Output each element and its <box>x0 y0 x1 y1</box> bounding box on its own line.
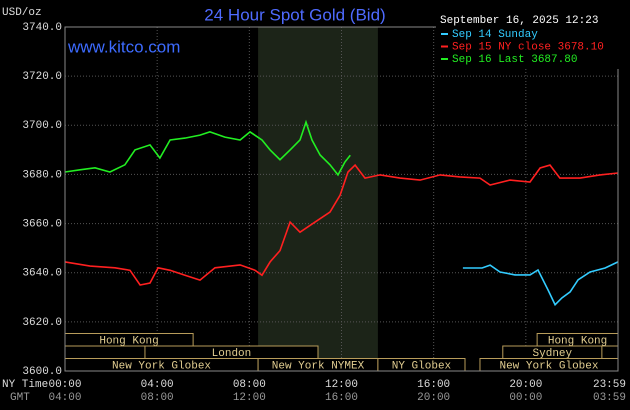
y-tick-label: 3740.0 <box>22 22 62 34</box>
y-tick-label: 3720.0 <box>22 71 62 83</box>
y-axis-label: USD/oz <box>2 7 42 19</box>
x-tick-label: 08:00 <box>233 379 266 391</box>
session-label: London <box>212 348 252 360</box>
series-line <box>64 119 351 177</box>
legend-label: Sep 15 NY close 3678.10 <box>452 41 604 53</box>
series-line <box>462 261 619 307</box>
y-tick-label: 3680.0 <box>22 169 62 181</box>
session-label: New York Globex <box>112 361 211 373</box>
y-tick-label: 3660.0 <box>22 218 62 230</box>
timestamp: September 16, 2025 12:23 <box>440 15 598 27</box>
x-tick-label-secondary: 16:00 <box>325 392 358 404</box>
x-axis-label: NY Time <box>2 379 48 391</box>
legend-label: Sep 16 Last 3687.80 <box>452 54 577 66</box>
y-tick-label: 3620.0 <box>22 317 62 329</box>
x-tick-label-secondary: 00:00 <box>509 392 542 404</box>
session-label: Hong Kong <box>99 336 158 348</box>
plot-frame <box>64 26 619 372</box>
y-tick-label: 3640.0 <box>22 268 62 280</box>
x-tick-label-secondary: 12:00 <box>233 392 266 404</box>
legend-box <box>436 9 630 69</box>
x-tick-label: 20:00 <box>509 379 542 391</box>
x-tick-label-secondary: 20:00 <box>417 392 450 404</box>
y-tick-label: 3700.0 <box>22 120 62 132</box>
x-tick-label: 23:59 <box>593 379 626 391</box>
x-tick-label: 12:00 <box>325 379 358 391</box>
x-tick-label-secondary: 08:00 <box>141 392 174 404</box>
session-label: NY Globex <box>392 361 452 373</box>
x-tick-label: 00:00 <box>48 379 81 391</box>
session-highlight <box>258 27 378 371</box>
x-tick-label-secondary: 03:59 <box>593 392 626 404</box>
legend-label: Sep 14 Sunday <box>452 29 538 41</box>
series-line <box>64 163 619 286</box>
shade-layer <box>258 27 378 371</box>
session-label: Sydney <box>533 348 573 360</box>
session-label: New York NYMEX <box>272 361 365 373</box>
x-axis-label-secondary: GMT <box>10 392 30 404</box>
overlay-layer: 3600.0 3620.0 3640.0 3660.0 3680.0 3700.0 3720… <box>22 22 626 404</box>
x-tick-label: 04:00 <box>141 379 174 391</box>
chart-title: 24 Hour Spot Gold (Bid) <box>204 5 385 24</box>
line-layer <box>64 119 619 307</box>
session-label: New York Globex <box>499 361 598 373</box>
x-tick-label-secondary: 04:00 <box>48 392 81 404</box>
y-tick-label: 3600.0 <box>22 366 62 378</box>
watermark: www.kitco.com <box>67 37 180 56</box>
x-tick-label: 16:00 <box>417 379 450 391</box>
session-label: Hong Kong <box>548 336 607 348</box>
